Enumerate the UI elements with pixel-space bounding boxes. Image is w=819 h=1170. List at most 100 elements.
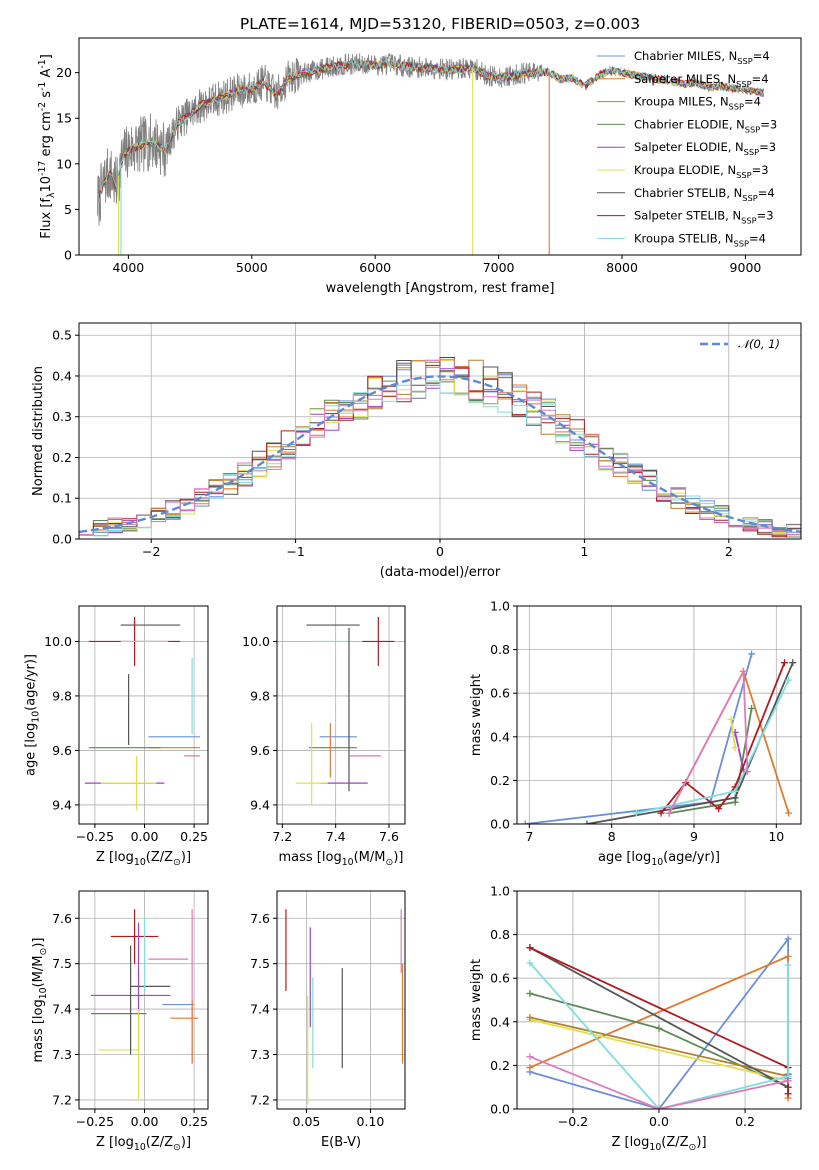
- legend-entry: Chabrier STELIB, NSSP=4: [634, 186, 775, 203]
- legend-entry: Kroupa STELIB, NSSP=4: [634, 231, 766, 248]
- marker-salpeter-stelib: [784, 1090, 792, 1098]
- marker-chabrier-stelib: [583, 820, 591, 824]
- marker-salpeter-stelib: [657, 809, 665, 817]
- y-tick-label: 0.0: [490, 1102, 510, 1117]
- x-tick-label: −0.25: [76, 1114, 114, 1129]
- y-tick-label: 20: [56, 65, 72, 80]
- marker-salpeter-stelib: [781, 659, 789, 667]
- x-tick-label: 4000: [112, 260, 144, 275]
- y-tick-label: 0.2: [490, 773, 510, 788]
- plot-area: [84, 616, 201, 811]
- marker-salpeter-miles: [784, 952, 792, 960]
- x-axis-label: mass [log10​(M/M⊙​)]: [279, 850, 404, 868]
- x-tick-label: 6000: [359, 260, 391, 275]
- y-tick-label: 0.8: [490, 927, 510, 942]
- x-tick-label: 7.4: [326, 829, 346, 844]
- y-tick-label: 7.5: [250, 956, 270, 971]
- x-tick-label: 0.00: [131, 1114, 159, 1129]
- plot-area: [90, 909, 199, 1100]
- x-axis-label: Z [log10​(Z/Z⊙​)]: [96, 850, 191, 868]
- y-tick-label: 1.0: [490, 884, 510, 899]
- errorbar-salpeter-stelib: [362, 616, 395, 666]
- x-tick-label: 0.10: [357, 1114, 385, 1129]
- legend-entry: Kroupa MILES, NSSP=4: [634, 95, 761, 112]
- y-tick-label: 7.6: [250, 911, 270, 926]
- axes-frame: [78, 890, 209, 1110]
- legend-entry: Chabrier ELODIE, NSSP=3: [634, 117, 777, 134]
- legend-entry: Salpeter STELIB, NSSP=3: [634, 209, 774, 226]
- marker-chabrier-elodie: [526, 989, 534, 997]
- y-axis-label: Normed distribution: [31, 366, 46, 496]
- marker-kroupa-stelib: [632, 809, 640, 817]
- y-tick-label: 1.0: [490, 599, 510, 614]
- y-tick-label: 10.0: [44, 634, 72, 649]
- marker-pink: [665, 809, 673, 817]
- series-line-chabrier-miles: [525, 653, 753, 824]
- y-tick-label: 10: [56, 156, 72, 171]
- errorbar-salpeter-stelib: [110, 909, 159, 964]
- x-tick-label: 10: [768, 829, 784, 844]
- y-tick-label: 9.6: [52, 743, 72, 758]
- marker-chabrier-miles: [521, 820, 529, 824]
- axes-frame: [276, 605, 406, 825]
- spectrum-legend: Chabrier MILES, NSSP=4 Salpeter MILES, NS…: [597, 49, 777, 248]
- series-line-salpeter-stelib: [660, 662, 786, 814]
- y-tick-label: 7.3: [52, 1047, 72, 1062]
- marker-kroupa-stelib: [785, 676, 793, 684]
- y-tick-label: 7.3: [250, 1047, 270, 1062]
- age-vs-mass-panel: 7.2 7.4 7.6 9.4 9.6 9.8 10.0 mass [log10​(M/M⊙​…: [242, 605, 406, 868]
- y-tick-label: 0.4: [490, 1014, 510, 1029]
- y-tick-label: 7.5: [52, 956, 72, 971]
- y-tick-label: 0.3: [52, 409, 72, 424]
- x-tick-label: 7.2: [272, 829, 292, 844]
- y-tick-label: 15: [56, 111, 72, 126]
- y-tick-label: 7.4: [52, 1002, 72, 1017]
- x-axis-label: wavelength [Angstrom, rest frame]: [326, 281, 555, 296]
- marker-chabrier-miles: [784, 935, 792, 943]
- axes-frame: [516, 605, 802, 825]
- marker-pink: [784, 1077, 792, 1085]
- legend-entry: 𝒩(0, 1): [738, 337, 780, 351]
- model-spectrum-chabrier-stelib: [98, 59, 764, 203]
- x-tick-label: 1: [580, 544, 588, 559]
- legend-entry: Salpeter MILES, NSSP=4: [634, 72, 769, 89]
- marker-chabrier-stelib: [789, 659, 797, 667]
- legend-entry: Salpeter ELODIE, NSSP=3: [634, 140, 776, 157]
- x-tick-label: 8: [608, 829, 616, 844]
- y-tick-label: 5: [64, 202, 72, 217]
- plot-area: [79, 357, 801, 538]
- histogram-legend: 𝒩(0, 1): [700, 337, 780, 351]
- axes-frame: [78, 37, 802, 256]
- y-tick-label: 9.6: [250, 743, 270, 758]
- plot-area: [285, 909, 404, 1105]
- age-vs-metallicity-panel: −0.25 0.00 0.25 9.4 9.6 9.8 10.0 Z [log10​(Z/Z⊙…: [24, 605, 209, 868]
- marker-kroupa-stelib: [526, 959, 534, 967]
- plot-area: [526, 935, 792, 1109]
- series-line-kroupa-miles: [529, 1016, 789, 1078]
- x-tick-label: 0.0: [649, 1114, 669, 1129]
- x-axis-label: Z [log10​(Z/Z⊙​)]: [96, 1135, 191, 1153]
- y-tick-label: 10.0: [242, 634, 270, 649]
- y-tick-label: 7.2: [250, 1092, 270, 1107]
- y-tick-label: 9.4: [250, 797, 270, 812]
- mass-weight-vs-metallicity-panel: −0.2 0.0 0.2 0.0 0.2 0.4 0.6 0.8 1.0 Z [log10​(Z/…: [469, 884, 802, 1153]
- y-tick-label: 0.2: [52, 450, 72, 465]
- x-tick-label: 9: [690, 829, 698, 844]
- y-tick-label: 7.2: [52, 1092, 72, 1107]
- marker-salpeter-stelib: [526, 944, 534, 952]
- y-axis-label: mass weight: [469, 959, 484, 1041]
- x-tick-label: 7: [525, 829, 533, 844]
- observed-spectrum: [97, 53, 543, 226]
- figure-title: PLATE=1614, MJD=53120, FIBERID=0503, z=0…: [240, 15, 640, 33]
- y-tick-label: 7.6: [52, 911, 72, 926]
- series-line-chabrier-stelib: [586, 662, 794, 824]
- x-tick-label: 2: [725, 544, 733, 559]
- legend-entry: Kroupa ELODIE, NSSP=3: [634, 163, 769, 180]
- series-line-salpeter-elodie: [734, 732, 745, 770]
- y-axis-label: age [log10​(age/yr)]: [24, 654, 42, 776]
- axes-frame: [276, 890, 406, 1110]
- marker-chabrier-elodie: [655, 1024, 663, 1032]
- x-tick-label: 8000: [606, 260, 638, 275]
- x-axis-label: Z [log10​(Z/Z⊙​)]: [611, 1135, 706, 1153]
- x-tick-label: 7.6: [379, 829, 399, 844]
